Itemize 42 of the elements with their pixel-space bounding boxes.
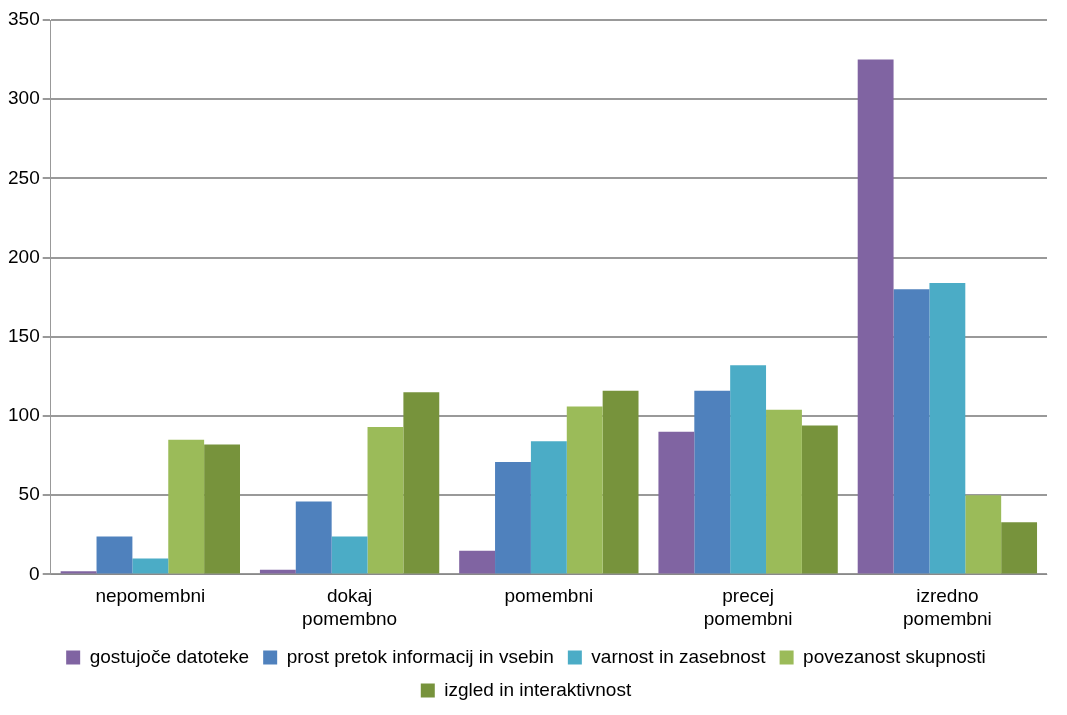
bar (658, 431, 695, 574)
bar (694, 390, 731, 574)
bar (204, 444, 240, 574)
legend-label: izgled in interaktivnost (444, 678, 632, 700)
x-tick-label: dokaj pomembno (302, 585, 398, 629)
y-tick-label: 0 (29, 562, 40, 584)
bar (893, 289, 930, 574)
bar (132, 558, 169, 574)
legend-label: gostujoče datoteke (89, 645, 250, 667)
y-tick-label: 250 (8, 166, 40, 188)
y-tick-label: 150 (8, 325, 40, 347)
bar (331, 536, 368, 574)
bar (1001, 522, 1038, 574)
legend-label: povezanost skupnosti (803, 645, 986, 667)
bar (965, 495, 1002, 574)
bar (530, 441, 567, 574)
bar (367, 427, 404, 574)
bar (730, 365, 767, 574)
bar (295, 501, 332, 574)
y-tick-label: 350 (8, 8, 40, 30)
bar (566, 406, 603, 574)
y-tick-label: 50 (18, 483, 40, 505)
x-tick-label: nepomembni (95, 585, 206, 607)
bar (929, 282, 966, 574)
y-tick-label: 300 (8, 87, 40, 109)
x-tick-label: izredno pomembni (903, 585, 992, 629)
bar (602, 390, 639, 574)
legend-label: varnost in zasebnost (591, 645, 767, 667)
bar (96, 536, 133, 574)
bar (766, 409, 802, 574)
bar (403, 392, 440, 574)
y-tick-label: 200 (8, 245, 40, 267)
bar (495, 461, 531, 574)
y-tick-label: 100 (8, 404, 40, 426)
bar (168, 439, 205, 574)
bar (801, 425, 838, 574)
bar (857, 59, 894, 574)
x-tick-label: precej pomembni (703, 585, 793, 629)
legend-label: prost pretok informacij in vsebin (286, 645, 554, 667)
bar (60, 571, 97, 574)
bar (459, 550, 496, 574)
x-tick-label: pomembni (504, 585, 594, 607)
